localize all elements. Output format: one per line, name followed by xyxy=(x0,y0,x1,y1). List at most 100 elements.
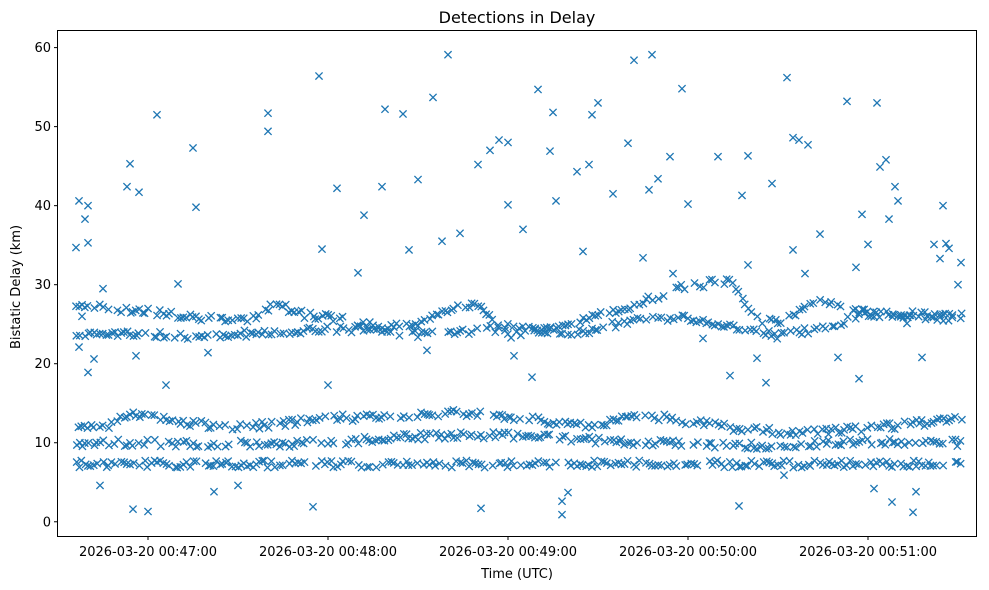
detection-marker xyxy=(173,279,183,288)
detection-marker xyxy=(504,428,513,437)
detection-marker xyxy=(188,143,198,153)
detection-marker xyxy=(252,438,261,447)
detection-marker xyxy=(632,413,641,422)
detection-marker xyxy=(591,325,600,334)
detection-marker xyxy=(110,327,119,337)
detection-marker xyxy=(453,434,462,443)
detection-marker xyxy=(209,420,218,429)
detection-marker xyxy=(431,461,440,470)
detection-marker xyxy=(750,459,759,468)
detection-marker xyxy=(606,461,615,470)
detection-marker xyxy=(327,311,336,320)
detection-marker xyxy=(374,414,384,423)
detection-marker xyxy=(162,332,171,341)
detection-marker xyxy=(504,412,513,422)
detection-marker xyxy=(224,457,233,466)
detection-marker xyxy=(956,436,965,445)
detection-marker xyxy=(293,436,302,445)
detection-marker xyxy=(309,435,318,444)
detection-marker xyxy=(957,415,966,424)
detection-marker xyxy=(639,299,648,308)
detection-marker xyxy=(635,456,644,465)
detection-marker xyxy=(372,325,381,334)
detection-marker xyxy=(500,428,509,437)
detection-marker xyxy=(632,462,641,471)
detection-marker xyxy=(938,201,948,210)
detection-marker xyxy=(308,416,317,425)
detection-marker xyxy=(413,333,423,342)
detection-marker xyxy=(782,73,792,82)
detection-marker xyxy=(612,416,621,425)
detection-marker xyxy=(762,457,771,466)
detection-marker xyxy=(872,98,882,107)
detection-marker xyxy=(867,440,876,449)
detection-marker xyxy=(779,328,789,337)
detection-marker xyxy=(108,328,117,338)
detection-marker xyxy=(150,411,159,420)
detection-marker xyxy=(917,415,926,425)
detection-marker xyxy=(209,487,219,496)
detection-marker xyxy=(729,321,738,330)
detection-marker xyxy=(803,425,812,434)
detection-marker xyxy=(228,316,237,325)
detection-marker xyxy=(693,461,702,470)
detection-marker xyxy=(395,331,404,340)
detection-marker xyxy=(536,433,545,442)
detection-marker xyxy=(939,414,948,423)
detection-marker xyxy=(843,312,852,321)
detection-marker xyxy=(602,459,611,468)
detection-marker xyxy=(851,314,860,323)
detection-marker xyxy=(467,327,476,337)
detection-marker xyxy=(735,439,744,448)
detection-marker xyxy=(887,497,897,507)
detection-marker xyxy=(594,433,603,442)
detection-marker xyxy=(191,203,201,212)
detection-marker xyxy=(104,305,113,314)
detection-marker xyxy=(75,463,84,472)
detection-marker xyxy=(456,458,465,467)
detection-marker xyxy=(732,325,741,334)
detection-marker xyxy=(773,334,782,343)
detection-marker xyxy=(485,146,495,155)
detection-marker xyxy=(743,260,753,269)
detection-marker xyxy=(705,275,714,284)
detection-marker xyxy=(297,306,306,315)
detection-marker xyxy=(128,505,138,514)
detection-marker xyxy=(777,328,786,337)
detection-marker xyxy=(395,322,404,331)
detection-marker xyxy=(224,440,233,449)
y-tick-label: 60 xyxy=(34,41,51,56)
detection-marker xyxy=(939,461,948,470)
detection-marker xyxy=(402,430,411,439)
detection-marker xyxy=(533,85,543,94)
detection-marker xyxy=(567,319,576,329)
detection-marker xyxy=(150,435,159,444)
detection-marker xyxy=(185,422,195,431)
detection-marker xyxy=(260,421,269,430)
detection-marker xyxy=(624,438,633,448)
detection-marker xyxy=(713,152,723,161)
detection-marker xyxy=(911,487,921,496)
detection-marker xyxy=(74,423,83,432)
detection-marker xyxy=(425,410,434,420)
detection-marker xyxy=(611,323,620,332)
detection-marker xyxy=(720,419,729,428)
x-tick-label: 2026-03-20 00:47:00 xyxy=(79,545,217,560)
detection-marker xyxy=(233,481,243,490)
detection-marker xyxy=(617,435,626,444)
detection-marker xyxy=(948,313,957,322)
detection-marker xyxy=(165,417,174,426)
detection-marker xyxy=(734,501,744,511)
detection-marker xyxy=(449,304,458,313)
detection-marker xyxy=(713,456,722,465)
detection-marker xyxy=(446,327,455,336)
detection-marker xyxy=(281,300,290,309)
detection-marker xyxy=(614,318,623,328)
detection-marker xyxy=(258,330,267,339)
detection-marker xyxy=(642,315,651,324)
detection-marker xyxy=(882,307,891,316)
detection-marker xyxy=(72,458,81,467)
y-axis: 0 10 20 30 40 50 60 xyxy=(34,41,58,530)
detection-marker xyxy=(548,108,558,117)
detection-marker xyxy=(929,437,938,446)
